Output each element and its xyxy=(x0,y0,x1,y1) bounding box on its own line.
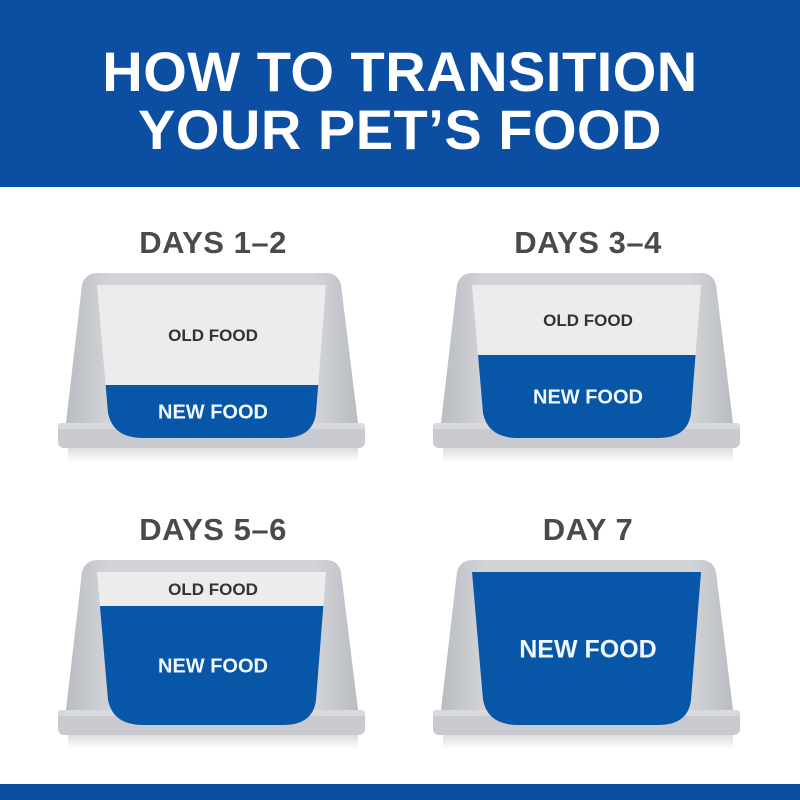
bowl-shadow xyxy=(68,735,358,749)
step-panel: DAYS 5–6 OLD FOOD NEW FOOD xyxy=(58,512,388,772)
title-line-2: YOUR PET’S FOOD xyxy=(138,98,662,161)
bowl-shadow xyxy=(68,448,358,462)
new-food-label: NEW FOOD xyxy=(158,656,268,678)
day-label: DAYS 5–6 xyxy=(139,512,287,547)
title-line-1: HOW TO TRANSITION xyxy=(102,40,698,103)
new-food-label: NEW FOOD xyxy=(533,387,643,409)
bottom-strip xyxy=(0,784,800,800)
day-label: DAYS 3–4 xyxy=(514,225,662,260)
new-food-area xyxy=(472,355,701,438)
bowl-illustration: NEW FOOD xyxy=(433,560,740,749)
step-panel: DAYS 1–2 OLD FOOD NEW FOOD xyxy=(58,225,388,485)
step-panel: DAY 7 NEW FOOD xyxy=(433,512,763,772)
header-banner: HOW TO TRANSITION YOUR PET’S FOOD xyxy=(0,0,800,187)
bowl-illustration: OLD FOOD NEW FOOD xyxy=(58,273,365,462)
bowl-shadow xyxy=(443,735,733,749)
bowl-illustration: OLD FOOD NEW FOOD xyxy=(433,273,740,462)
old-food-label: OLD FOOD xyxy=(168,580,258,599)
new-food-label: NEW FOOD xyxy=(519,636,657,664)
bowl-illustration: OLD FOOD NEW FOOD xyxy=(58,560,365,749)
day-label: DAYS 1–2 xyxy=(139,225,287,260)
new-food-area xyxy=(472,572,701,725)
new-food-area xyxy=(97,385,326,438)
day-label: DAY 7 xyxy=(542,512,634,547)
new-food-area xyxy=(97,606,326,725)
step-panel: DAYS 3–4 OLD FOOD NEW FOOD xyxy=(433,225,763,485)
bowl-shadow xyxy=(443,448,733,462)
old-food-label: OLD FOOD xyxy=(168,326,258,345)
old-food-label: OLD FOOD xyxy=(543,311,633,330)
new-food-label: NEW FOOD xyxy=(158,402,268,424)
